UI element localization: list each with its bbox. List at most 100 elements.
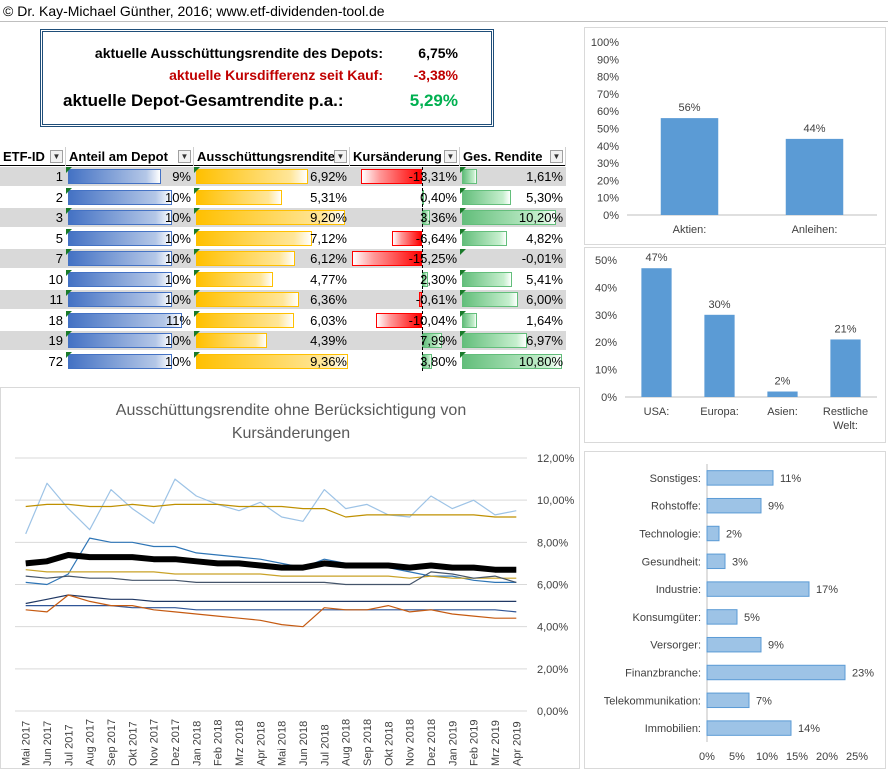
x-tick-label: Jan 2019 — [447, 721, 459, 766]
anteil-cell[interactable]: 9% — [172, 169, 191, 184]
anteil-cell[interactable]: 10% — [164, 333, 191, 348]
kurs-cell[interactable]: -6,64% — [415, 230, 457, 246]
y-tick-label: 20% — [597, 175, 619, 187]
indicator-triangle-icon — [66, 187, 72, 194]
ges-cell[interactable]: -0,01% — [521, 251, 563, 266]
kurs-axis-line — [422, 269, 423, 289]
y-tick-label: 60% — [597, 106, 619, 118]
filter-dropdown-icon[interactable]: ▼ — [444, 150, 457, 163]
etf-id-cell[interactable]: 10 — [48, 271, 63, 287]
kurs-cell[interactable]: 7,99% — [420, 333, 457, 348]
x-tick-label: 5% — [729, 751, 745, 763]
ges-cell[interactable]: 10,20% — [518, 210, 563, 225]
ges-cell[interactable]: 5,41% — [526, 271, 563, 287]
kurs-cell[interactable]: 3,80% — [420, 353, 457, 369]
series-line — [25, 503, 517, 518]
etf-id-cell[interactable]: 18 — [48, 312, 63, 328]
etf-id-cell[interactable]: 19 — [48, 333, 63, 348]
region-chart-panel: 0% 10% 20% 30% 40% 50% 47% USA: 30% Europa: 2% Asie… — [584, 247, 886, 443]
bar — [706, 525, 720, 542]
anteil-bar — [68, 210, 172, 225]
filter-dropdown-icon[interactable]: ▼ — [334, 150, 347, 163]
ges-cell[interactable]: 10,80% — [518, 353, 563, 369]
table-row[interactable]: 3 10% 9,20% 3,36% 10,20% — [0, 208, 566, 227]
ges-cell[interactable]: 1,61% — [526, 169, 563, 184]
indicator-triangle-icon — [460, 310, 466, 317]
kurs-cell[interactable]: 2,30% — [420, 271, 457, 287]
y-tick-label: Telekommunikation: — [604, 695, 701, 707]
ausschuettung-cell[interactable]: 7,12% — [310, 230, 347, 246]
ges-cell[interactable]: 4,82% — [526, 230, 563, 246]
kurs-cell[interactable]: 3,36% — [420, 210, 457, 225]
etf-id-cell[interactable]: 2 — [55, 189, 63, 205]
ausschuettung-cell[interactable]: 4,39% — [310, 333, 347, 348]
col-ges[interactable]: Ges. Rendite ▼ — [460, 147, 566, 166]
ausschuettung-cell[interactable]: 5,31% — [310, 189, 347, 205]
data-label: 47% — [645, 252, 667, 264]
kurs-axis-line — [422, 290, 423, 309]
ges-cell[interactable]: 5,30% — [526, 189, 563, 205]
ges-cell[interactable]: 6,97% — [526, 333, 563, 348]
table-row[interactable]: 10 10% 4,77% 2,30% 5,41% — [0, 269, 566, 289]
ausschuettung-cell[interactable]: 9,20% — [310, 210, 347, 225]
etf-id-cell[interactable]: 7 — [55, 251, 63, 266]
table-row[interactable]: 7 10% 6,12% -15,25% -0,01% — [0, 249, 566, 268]
etf-id-cell[interactable]: 11 — [49, 292, 64, 307]
indicator-triangle-icon — [460, 290, 466, 296]
ausschuettung-cell[interactable]: 6,03% — [310, 312, 347, 328]
x-tick-label: Dez 2017 — [170, 719, 182, 766]
table-row[interactable]: 11 10% 6,36% -0,61% 6,00% — [0, 290, 566, 309]
anteil-cell[interactable]: 10% — [164, 353, 191, 369]
indicator-triangle-icon — [194, 351, 200, 358]
ausschuettung-cell[interactable]: 6,36% — [310, 292, 347, 307]
series-line — [25, 594, 517, 628]
table-row[interactable]: 18 11% 6,03% -10,04% 1,64% — [0, 310, 566, 330]
col-etf-id[interactable]: ETF-ID ▼ — [0, 147, 66, 166]
col-kurs[interactable]: Kursänderung ▼ — [350, 147, 460, 166]
anteil-cell[interactable]: 10% — [164, 230, 191, 246]
ausschuettung-cell[interactable]: 4,77% — [310, 271, 347, 287]
table-row[interactable]: 72 10% 9,36% 3,80% 10,80% — [0, 351, 566, 371]
ausschuettung-bar — [196, 230, 312, 246]
kurs-cell[interactable]: -10,04% — [408, 312, 457, 328]
etf-id-cell[interactable]: 72 — [48, 353, 63, 369]
table-row[interactable]: 5 10% 7,12% -6,64% 4,82% — [0, 228, 566, 248]
y-tick-label: 30% — [595, 310, 617, 322]
bar — [767, 391, 798, 397]
anteil-cell[interactable]: 10% — [164, 292, 191, 307]
col-ges-label: Ges. Rendite — [463, 149, 543, 164]
kurs-bar — [419, 292, 422, 307]
y-tick-label: Technologie: — [639, 529, 701, 541]
x-tick-label: Nov 2017 — [149, 719, 161, 766]
anteil-cell[interactable]: 10% — [164, 210, 191, 225]
kurs-cell[interactable]: -15,25% — [408, 251, 457, 266]
anteil-cell[interactable]: 11% — [165, 312, 191, 328]
filter-dropdown-icon[interactable]: ▼ — [50, 150, 63, 163]
table-row[interactable]: 2 10% 5,31% 0,40% 5,30% — [0, 187, 566, 207]
kurs-cell[interactable]: -0,61% — [415, 292, 457, 307]
anteil-cell[interactable]: 10% — [164, 271, 191, 287]
col-ausschuettung[interactable]: Ausschüttungsrendite ▼ — [194, 147, 350, 166]
etf-id-cell[interactable]: 3 — [55, 210, 63, 225]
ausschuettung-cell[interactable]: 6,92% — [310, 169, 347, 184]
kurs-cell[interactable]: -13,31% — [408, 169, 457, 184]
anteil-cell[interactable]: 10% — [164, 189, 191, 205]
etf-id-cell[interactable]: 1 — [55, 169, 63, 184]
filter-active-icon[interactable]: ▼ — [178, 150, 191, 163]
ges-cell[interactable]: 6,00% — [526, 292, 563, 307]
ges-cell[interactable]: 1,64% — [526, 312, 563, 328]
ausschuettung-cell[interactable]: 9,36% — [310, 353, 347, 369]
series-line — [25, 571, 517, 586]
etf-id-cell[interactable]: 5 — [55, 230, 63, 246]
x-tick-label: Welt: — [833, 420, 858, 432]
col-anteil[interactable]: Anteil am Depot ▼ — [66, 147, 194, 166]
table-row[interactable]: 19 10% 4,39% 7,99% 6,97% — [0, 331, 566, 350]
yield-line-chart-panel: Ausschüttungsrendite ohne Berücksichtigu… — [0, 387, 580, 769]
indicator-triangle-icon — [66, 269, 72, 276]
table-row[interactable]: 1 9% 6,92% -13,31% 1,61% — [0, 167, 566, 186]
filter-dropdown-icon[interactable]: ▼ — [550, 150, 563, 163]
copyright-header: © Dr. Kay-Michael Günther, 2016; www.etf… — [0, 0, 888, 22]
anteil-cell[interactable]: 10% — [164, 251, 191, 266]
ausschuettung-cell[interactable]: 6,12% — [310, 251, 347, 266]
kurs-cell[interactable]: 0,40% — [420, 189, 457, 205]
